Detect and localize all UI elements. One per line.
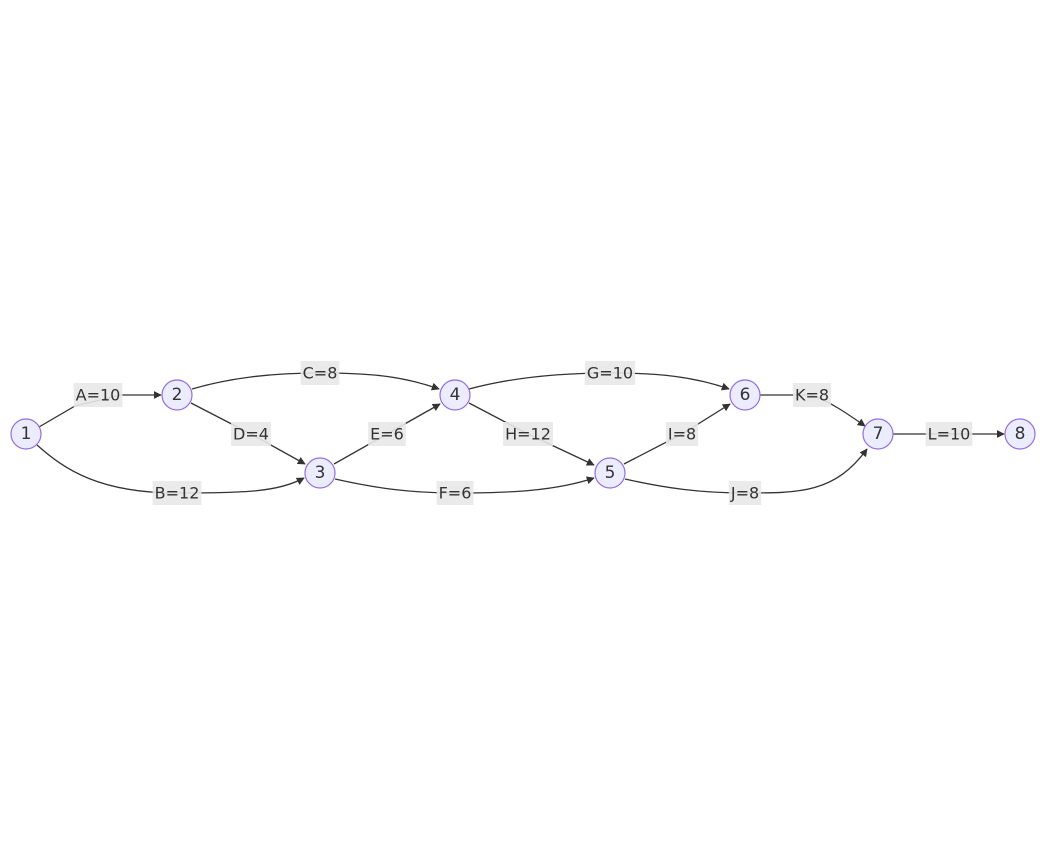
edge-label-text: F=6 (439, 484, 472, 503)
edge-label-background (792, 383, 832, 407)
edge-label-text: D=4 (233, 425, 269, 444)
edge-label-h: H=12 (503, 422, 553, 446)
edge-label-b: B=12 (152, 481, 202, 505)
node-circle (1004, 418, 1036, 450)
edge-label-text: G=10 (587, 364, 633, 383)
edge-label-l: L=10 (925, 422, 973, 446)
edge-label-text: I=8 (668, 425, 696, 444)
node-label: 7 (873, 424, 884, 444)
edge-label-c: C=8 (300, 361, 340, 385)
edge-label-e: E=6 (368, 422, 406, 446)
edge-label-text: H=12 (505, 425, 551, 444)
node-circle (10, 418, 42, 450)
edge-label-d: D=4 (231, 422, 271, 446)
edge-label-background (300, 361, 340, 385)
node-2: 2 (161, 379, 193, 411)
edge-label-f: F=6 (436, 481, 474, 505)
edge-label-text: J=8 (730, 484, 759, 503)
nodes: 1 2 3 4 5 6 7 8 (10, 379, 1036, 489)
node-label: 2 (172, 385, 183, 405)
edge-label-background (925, 422, 973, 446)
edge-labels: A=10 B=12 C=8 D=4 E=6 F=6 G=10 H=12 I=8 J=8 K=8 L=1… (73, 361, 973, 505)
node-label: 1 (21, 424, 32, 444)
edge-label-text: L=10 (928, 425, 971, 444)
node-circle (439, 379, 471, 411)
edge-label-text: B=12 (155, 484, 200, 503)
edge-label-i: I=8 (665, 422, 699, 446)
node-label: 3 (315, 463, 326, 483)
node-8: 8 (1004, 418, 1036, 450)
edge-label-background (368, 422, 406, 446)
edge-label-background (728, 481, 762, 505)
edge-label-k: K=8 (792, 383, 832, 407)
edge-label-text: A=10 (76, 386, 121, 405)
node-4: 4 (439, 379, 471, 411)
node-label: 6 (740, 385, 751, 405)
edge-label-text: C=8 (303, 364, 338, 383)
node-circle (729, 379, 761, 411)
node-label: 8 (1015, 424, 1026, 444)
node-5: 5 (594, 457, 626, 489)
node-3: 3 (304, 457, 336, 489)
edge-label-background (503, 422, 553, 446)
edge-label-g: G=10 (584, 361, 636, 385)
edge-label-background (436, 481, 474, 505)
node-6: 6 (729, 379, 761, 411)
node-circle (161, 379, 193, 411)
node-circle (594, 457, 626, 489)
node-7: 7 (862, 418, 894, 450)
edge-label-a: A=10 (73, 383, 123, 407)
node-label: 5 (605, 463, 616, 483)
edge-label-background (152, 481, 202, 505)
edge-label-background (584, 361, 636, 385)
edge-label-background (73, 383, 123, 407)
edge-label-background (665, 422, 699, 446)
node-label: 4 (450, 385, 461, 405)
node-1: 1 (10, 418, 42, 450)
node-circle (304, 457, 336, 489)
node-circle (862, 418, 894, 450)
edge-label-j: J=8 (728, 481, 762, 505)
edge-label-text: K=8 (795, 386, 829, 405)
edge-label-background (231, 422, 271, 446)
edge-label-text: E=6 (370, 425, 404, 444)
